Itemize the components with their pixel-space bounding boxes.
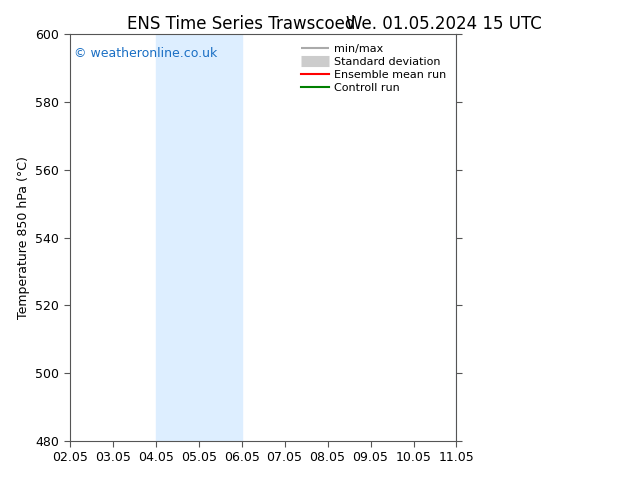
Text: We. 01.05.2024 15 UTC: We. 01.05.2024 15 UTC	[346, 15, 541, 33]
Text: © weatheronline.co.uk: © weatheronline.co.uk	[74, 47, 217, 59]
Bar	[156, 34, 242, 441]
Bar	[456, 34, 521, 441]
Y-axis label: Temperature 850 hPa (°C): Temperature 850 hPa (°C)	[16, 156, 30, 319]
Legend: min/max, Standard deviation, Ensemble mean run, Controll run: min/max, Standard deviation, Ensemble me…	[297, 40, 451, 97]
Text: ENS Time Series Trawscoed: ENS Time Series Trawscoed	[127, 15, 355, 33]
